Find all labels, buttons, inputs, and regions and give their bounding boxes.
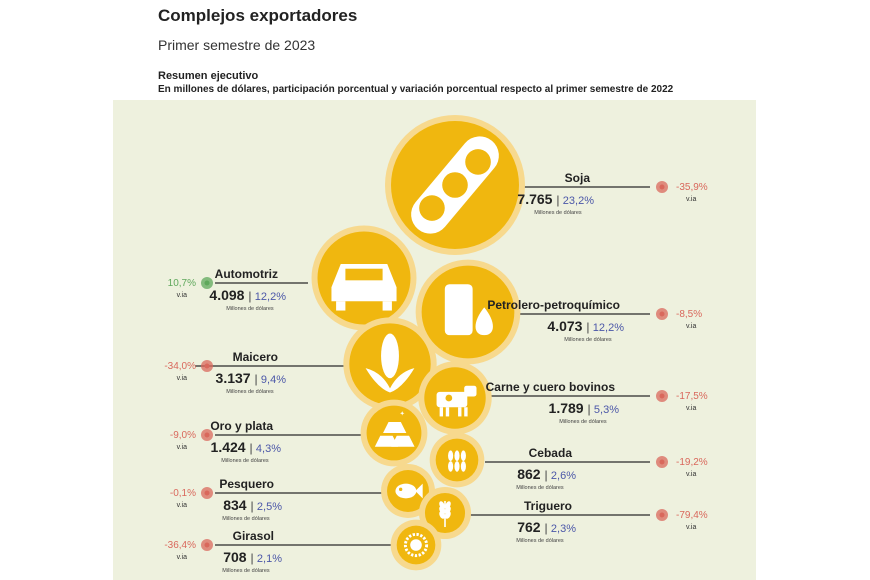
variation-dot-center — [204, 280, 210, 286]
value-label: 708 | 2,1% — [223, 549, 282, 565]
yoy-label: v.ia — [177, 375, 187, 382]
category-label: Girasol — [233, 529, 274, 543]
category-label: Triguero — [524, 499, 572, 513]
yoy-label: v.ia — [177, 554, 187, 561]
yoy-label: v.ia — [686, 471, 696, 478]
export-item-triguero: Triguero 762 | 2,3% Millones de dólares -79… — [418, 486, 708, 544]
share-label: 2,3% — [551, 523, 576, 535]
unit-label: Millones de dólares — [559, 419, 607, 425]
yoy-label: v.ia — [686, 405, 696, 412]
yoy-label: v.ia — [686, 196, 696, 203]
variation-label: -19,2% — [676, 457, 708, 468]
soybean-pod-icon — [411, 136, 499, 234]
category-label: Soja — [565, 171, 591, 185]
wheat-icon — [439, 500, 451, 528]
variation-label: -0,1% — [170, 488, 196, 499]
yoy-label: v.ia — [177, 502, 187, 509]
category-label: Pesquero — [219, 477, 274, 491]
share-label: 9,4% — [261, 374, 286, 386]
variation-dot-center — [204, 363, 210, 369]
variation-dot-center — [204, 432, 210, 438]
category-label: Maicero — [233, 350, 278, 364]
unit-label: Millones de dólares — [226, 306, 274, 312]
value-label: 4.098 | 12,2% — [209, 287, 286, 303]
export-item-cebada: Cebada 862 | 2,6% Millones de dólares -19,2… — [429, 432, 708, 491]
share-label: 12,2% — [593, 322, 624, 334]
category-label: Cebada — [529, 446, 573, 460]
variation-label: -34,0% — [164, 361, 196, 372]
value-label: 4.073 | 12,2% — [547, 318, 624, 334]
variation-label: 10,7% — [168, 278, 196, 289]
variation-label: -36,4% — [164, 540, 196, 551]
variation-dot-center — [659, 393, 665, 399]
gold-bars-icon — [374, 411, 415, 447]
export-item-pesquero: Pesquero 834 | 2,5% Millones de dólares -0,… — [170, 464, 435, 522]
export-item-petrolero-petroquimico: Petrolero-petroquímico 4.073 | 12,2% Millo… — [415, 259, 702, 365]
unit-label: Millones de dólares — [222, 516, 270, 522]
unit-label: Millones de dólares — [222, 568, 270, 574]
share-label: 2,5% — [257, 501, 282, 513]
value-label: 3.137 | 9,4% — [216, 370, 287, 386]
unit-label: Millones de dólares — [516, 538, 564, 544]
export-item-soja: Soja 7.765 | 23,2% Millones de dólares -35,… — [385, 115, 708, 255]
variation-dot-center — [659, 311, 665, 317]
export-item-automotriz: Automotriz 4.098 | 12,2% Millones de dólar… — [168, 225, 417, 331]
share-label: 2,6% — [551, 470, 576, 482]
export-item-carne-y-cuero-bovinos: Carne y cuero bovinos 1.789 | 5,3% Millone… — [418, 361, 708, 435]
value-label: 862 | 2,6% — [517, 466, 576, 482]
page-subtitle: Primer semestre de 2023 — [158, 37, 316, 53]
value-label: 7.765 | 23,2% — [517, 191, 594, 207]
value-label: 1.789 | 5,3% — [549, 400, 620, 416]
variation-dot-center — [659, 184, 665, 190]
export-item-girasol: Girasol 708 | 2,1% Millones de dólares -36,… — [164, 519, 442, 574]
page-title: Complejos exportadores — [158, 6, 358, 25]
variation-dot-center — [204, 542, 210, 548]
variation-label: -35,9% — [676, 182, 708, 193]
value-label: 1.424 | 4,3% — [211, 439, 282, 455]
export-item-maicero: Maicero 3.137 | 9,4% Millones de dólares -3… — [164, 317, 437, 411]
category-label: Automotriz — [215, 267, 278, 281]
fish-icon — [395, 483, 423, 499]
category-label: Carne y cuero bovinos — [486, 380, 616, 394]
variation-label: -9,0% — [170, 430, 196, 441]
value-label: 762 | 2,3% — [517, 519, 576, 535]
category-label: Petrolero-petroquímico — [487, 298, 620, 312]
yoy-label: v.ia — [177, 292, 187, 299]
unit-label: Millones de dólares — [534, 210, 582, 216]
section-subtitle: En millones de dólares, participación po… — [158, 84, 674, 95]
share-label: 2,1% — [257, 553, 282, 565]
cow-icon — [436, 385, 477, 417]
sunflower-icon — [403, 532, 429, 558]
yoy-label: v.ia — [177, 444, 187, 451]
share-label: 23,2% — [563, 195, 594, 207]
unit-label: Millones de dólares — [221, 458, 269, 464]
share-label: 12,2% — [255, 291, 286, 303]
share-label: 4,3% — [256, 443, 281, 455]
oil-barrel-icon — [444, 284, 493, 336]
variation-dot-center — [659, 512, 665, 518]
variation-label: -8,5% — [676, 309, 702, 320]
corn-icon — [365, 333, 415, 393]
unit-label: Millones de dólares — [564, 337, 612, 343]
variation-dot-center — [204, 490, 210, 496]
unit-label: Millones de dólares — [226, 389, 274, 395]
variation-label: -17,5% — [676, 391, 708, 402]
category-label: Oro y plata — [210, 419, 273, 433]
variation-label: -79,4% — [676, 510, 708, 521]
value-label: 834 | 2,5% — [223, 497, 282, 513]
car-icon — [331, 264, 397, 311]
export-item-oro-y-plata: Oro y plata 1.424 | 4,3% Millones de dólar… — [170, 399, 428, 467]
share-label: 5,3% — [594, 404, 619, 416]
yoy-label: v.ia — [686, 524, 696, 531]
unit-label: Millones de dólares — [516, 485, 564, 491]
variation-dot-center — [659, 459, 665, 465]
barley-icon — [448, 450, 466, 472]
section-title: Resumen ejecutivo — [158, 70, 259, 82]
yoy-label: v.ia — [686, 323, 696, 330]
